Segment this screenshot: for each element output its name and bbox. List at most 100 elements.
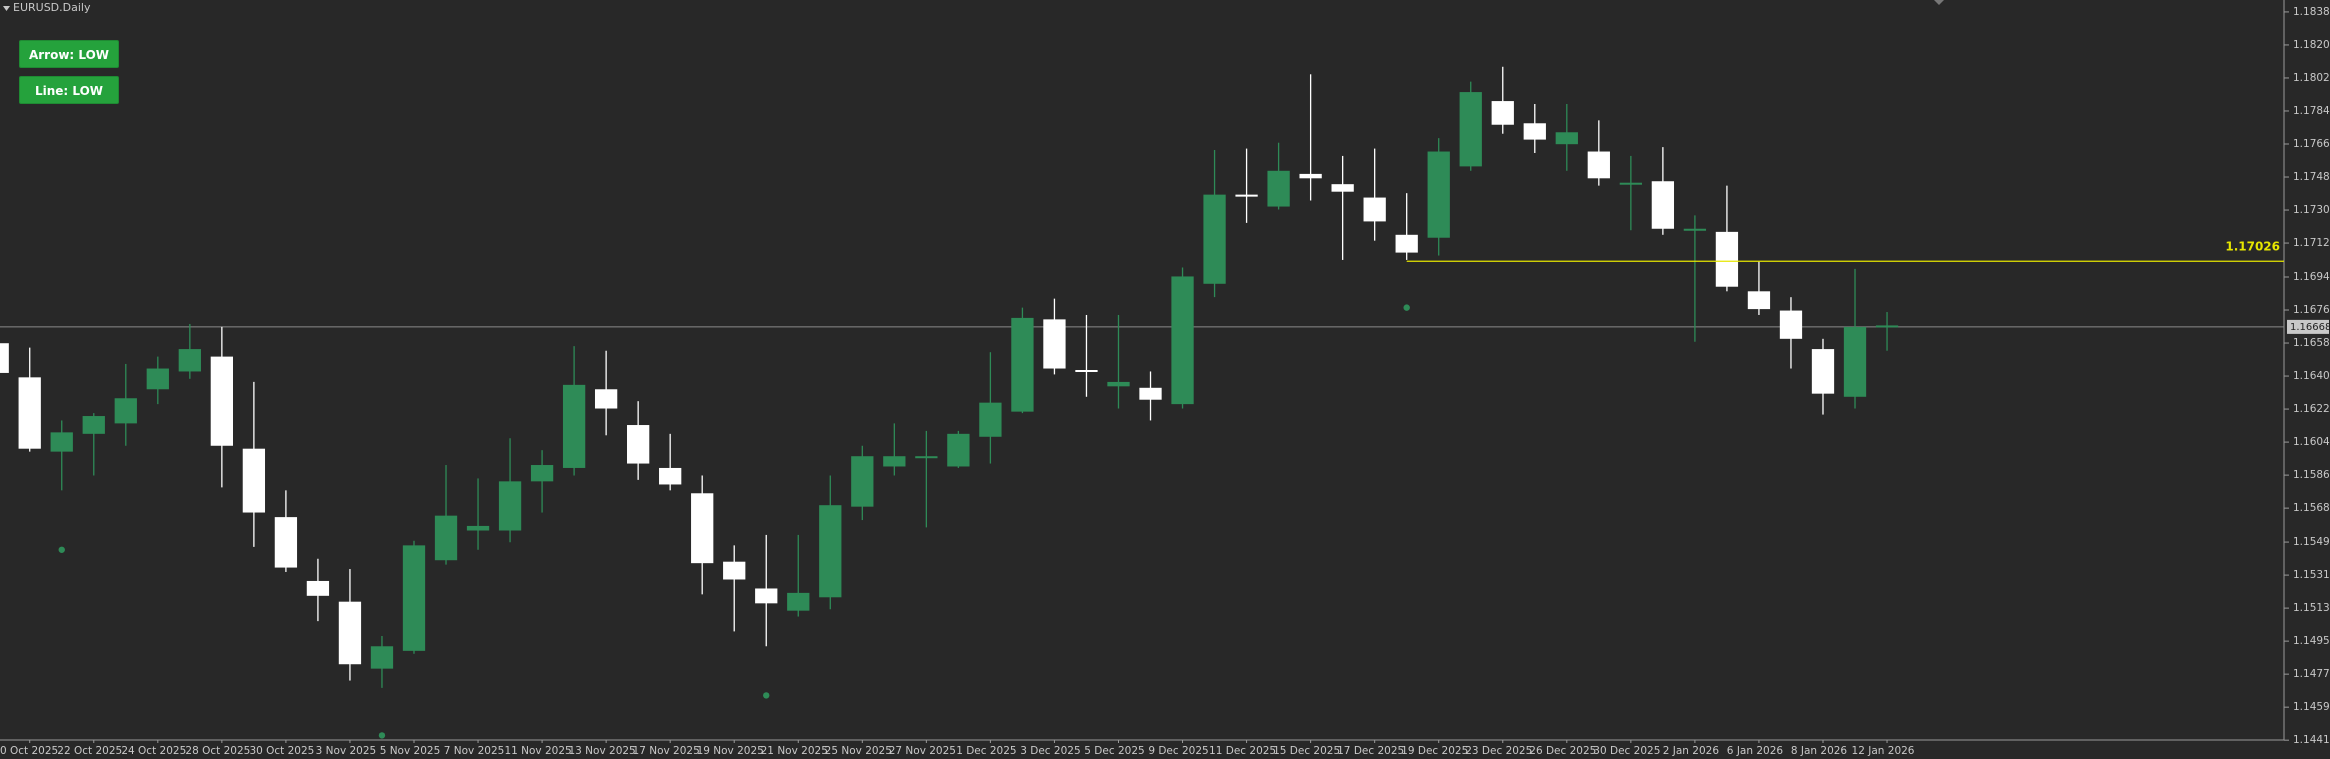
y-tick-label: 1.18205 xyxy=(2293,39,2330,51)
candle-body xyxy=(18,377,41,449)
candle-body xyxy=(1779,310,1803,339)
x-tick-label: 3 Nov 2025 xyxy=(316,745,377,757)
y-tick-label: 1.18025 xyxy=(2293,72,2330,84)
y-tick-label: 1.17845 xyxy=(2293,105,2330,117)
y-tick-label: 1.14775 xyxy=(2293,668,2330,680)
x-tick-label: 5 Dec 2025 xyxy=(1084,745,1144,757)
candle-body xyxy=(1683,228,1707,231)
y-tick-label: 1.17125 xyxy=(2293,237,2330,249)
y-tick-label: 1.17485 xyxy=(2293,171,2330,183)
x-tick-label: 20 Oct 2025 xyxy=(0,745,58,757)
y-tick-label: 1.15495 xyxy=(2293,536,2330,548)
candle-body xyxy=(1011,317,1034,412)
y-tick-label: 1.16040 xyxy=(2293,436,2330,448)
candle-body xyxy=(691,493,714,564)
candle-body xyxy=(242,448,266,513)
candle-body xyxy=(1107,381,1130,387)
candle-body xyxy=(627,425,650,464)
candle-body xyxy=(1651,181,1675,229)
x-tick-label: 17 Dec 2025 xyxy=(1337,745,1404,757)
candle-body xyxy=(1555,132,1578,145)
candle-body xyxy=(562,384,586,468)
x-tick-label: 17 Nov 2025 xyxy=(633,745,700,757)
y-tick-label: 1.15680 xyxy=(2293,502,2330,514)
x-tick-label: 12 Jan 2026 xyxy=(1852,745,1915,757)
y-tick-label: 1.14415 xyxy=(2293,734,2330,746)
candle-body xyxy=(1235,194,1258,197)
candle-body xyxy=(723,561,746,580)
candle-body xyxy=(306,580,330,596)
x-tick-label: 2 Jan 2026 xyxy=(1663,745,1720,757)
x-tick-label: 6 Jan 2026 xyxy=(1727,745,1784,757)
candle-body xyxy=(1491,101,1514,125)
candle-body xyxy=(1139,387,1162,400)
y-tick-label: 1.16400 xyxy=(2293,370,2330,382)
last-price-box xyxy=(2287,319,2329,334)
candle-body xyxy=(659,467,682,485)
candle-body xyxy=(1715,231,1739,287)
x-tick-label: 30 Oct 2025 xyxy=(249,745,314,757)
x-tick-label: 11 Nov 2025 xyxy=(504,745,571,757)
x-tick-label: 13 Nov 2025 xyxy=(568,745,635,757)
y-tick-label: 1.14595 xyxy=(2293,701,2330,713)
candle-body xyxy=(274,517,298,568)
x-tick-label: 5 Nov 2025 xyxy=(380,745,441,757)
candle-body xyxy=(819,505,842,598)
candle-body xyxy=(787,592,810,611)
candle-body xyxy=(466,525,490,531)
y-tick-label: 1.17305 xyxy=(2293,204,2330,216)
line-button[interactable]: Line: LOW xyxy=(19,76,119,104)
x-tick-label: 26 Dec 2025 xyxy=(1529,745,1596,757)
candle-body xyxy=(1363,197,1386,222)
candle-body xyxy=(434,515,458,561)
arrow-marker xyxy=(58,546,65,553)
candle-body xyxy=(1459,92,1482,167)
collapse-icon xyxy=(3,6,10,11)
candle-body xyxy=(210,356,233,446)
candle-body xyxy=(114,398,137,424)
candle-body xyxy=(1331,184,1354,192)
candle-body xyxy=(1075,370,1098,372)
candle-body xyxy=(1875,325,1899,328)
x-tick-label: 23 Dec 2025 xyxy=(1465,745,1532,757)
x-tick-label: 24 Oct 2025 xyxy=(121,745,186,757)
x-tick-label: 19 Nov 2025 xyxy=(697,745,764,757)
candle-body xyxy=(851,456,874,507)
candle-body xyxy=(1299,173,1322,179)
candle-body xyxy=(1427,151,1450,238)
arrow-button[interactable]: Arrow: LOW xyxy=(19,40,119,68)
y-tick-label: 1.17665 xyxy=(2293,138,2330,150)
candle-body xyxy=(1171,276,1194,405)
symbol-title: EURUSD.Daily xyxy=(13,1,91,14)
candle-body xyxy=(402,545,426,651)
candle-body xyxy=(82,416,105,434)
candle-body xyxy=(594,389,618,409)
candle-body xyxy=(1619,182,1642,185)
candle-body xyxy=(947,433,970,467)
candle-body xyxy=(755,588,778,604)
candle-body xyxy=(1747,291,1771,310)
x-tick-label: 3 Dec 2025 xyxy=(1020,745,1080,757)
candle-body xyxy=(178,349,201,372)
y-tick-label: 1.15315 xyxy=(2293,569,2330,581)
x-tick-label: 9 Dec 2025 xyxy=(1148,745,1208,757)
candle-body xyxy=(1523,123,1546,140)
candle-body xyxy=(146,368,169,390)
x-tick-label: 8 Jan 2026 xyxy=(1791,745,1848,757)
x-tick-label: 15 Dec 2025 xyxy=(1273,745,1340,757)
candle-body xyxy=(530,465,554,482)
x-tick-label: 28 Oct 2025 xyxy=(185,745,250,757)
x-tick-label: 22 Oct 2025 xyxy=(57,745,122,757)
candle-body xyxy=(1395,234,1418,253)
candle-body xyxy=(979,402,1002,437)
x-tick-label: 1 Dec 2025 xyxy=(956,745,1016,757)
last-price-label: 1.16668 xyxy=(2290,322,2330,333)
y-tick-label: 1.15860 xyxy=(2293,469,2330,481)
candle-body xyxy=(1043,319,1066,369)
x-tick-label: 27 Nov 2025 xyxy=(889,745,956,757)
y-tick-label: 1.18385 xyxy=(2293,6,2330,18)
y-tick-label: 1.16760 xyxy=(2293,304,2330,316)
x-tick-label: 30 Dec 2025 xyxy=(1593,745,1660,757)
